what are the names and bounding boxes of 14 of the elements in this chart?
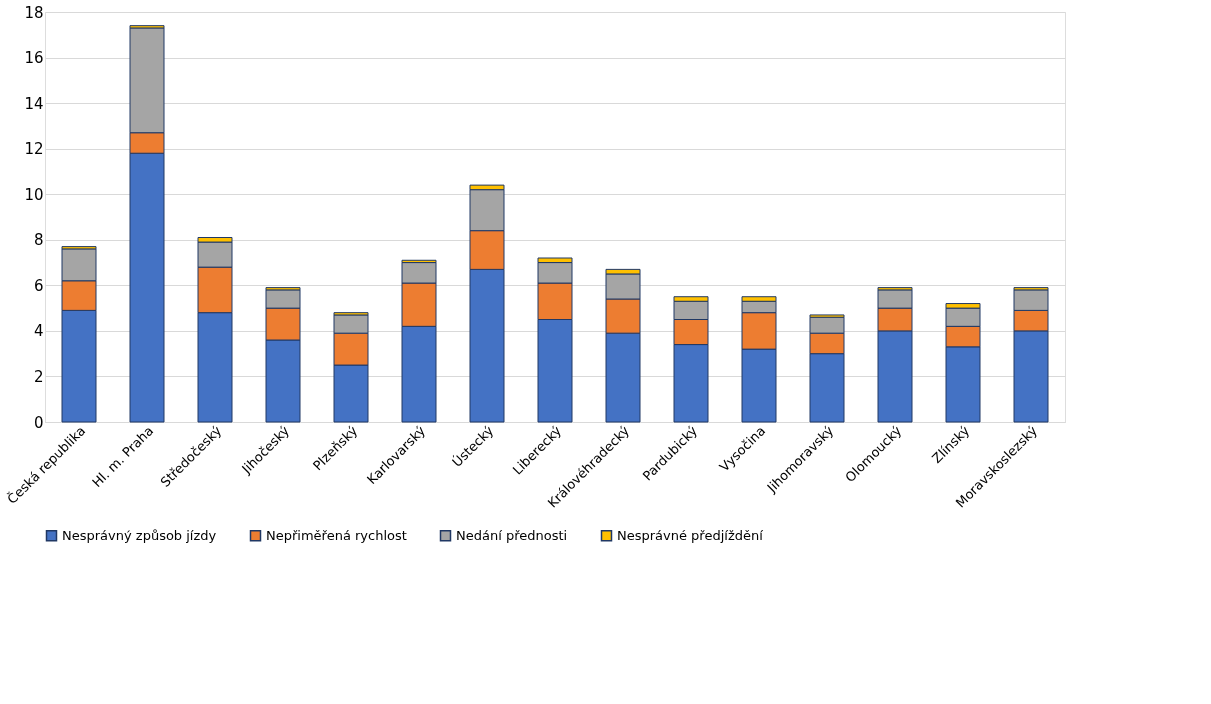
legend-label: Nepřiměřená rychlost [266,527,407,543]
y-tick-label: 16 [24,49,44,68]
legend-label: Nesprávné předjíždění [617,527,764,543]
y-tick-label: 4 [33,322,44,341]
y-tick-label: 12 [24,140,44,159]
y-tick-label: 14 [24,94,44,113]
y-tick-label: 0 [33,413,44,432]
y-tick-label: 6 [33,276,44,295]
y-tick-label: 8 [33,231,44,250]
y-tick-label: 18 [24,3,44,22]
legend-label: Nesprávný způsob jízdy [62,527,217,543]
legend-label: Nedání přednosti [456,527,568,543]
y-tick-label: 2 [33,367,44,386]
y-tick-label: 10 [24,185,44,204]
